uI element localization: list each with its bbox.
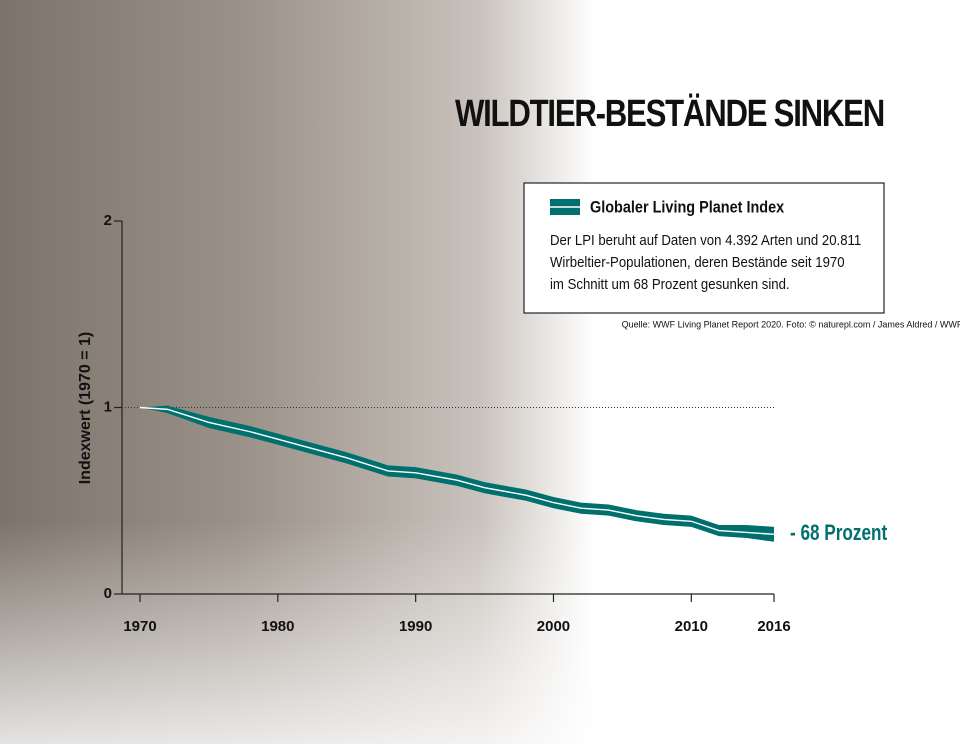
annotation: - 68 Prozent — [790, 521, 888, 546]
y-tick-label: 2 — [104, 212, 112, 229]
legend-description: Der LPI beruht auf Daten von 4.392 Arten… — [550, 231, 861, 248]
legend-description: Wirbeltier-Populationen, deren Bestände … — [550, 253, 845, 270]
source: Quelle: WWF Living Planet Report 2020. F… — [622, 319, 960, 329]
confidence-band — [140, 405, 774, 542]
x-tick-label: 2010 — [675, 618, 708, 635]
y-tick-label: 0 — [104, 585, 112, 602]
legend-box — [523, 182, 885, 314]
x-tick-label: 2000 — [537, 618, 570, 635]
x-tick-label: 1980 — [261, 618, 294, 635]
y-tick-label: 1 — [104, 398, 112, 415]
x-tick-label: 1990 — [399, 618, 432, 635]
x-tick-label: 1970 — [123, 618, 156, 635]
index-line — [139, 406, 775, 536]
legend-label: Globaler Living Planet Index — [590, 198, 784, 216]
x-tick-label: 2016 — [757, 618, 790, 635]
y-axis-label: Indexwert (1970 = 1) — [77, 332, 94, 485]
chart-title: WILDTIER-BESTÄNDE SINKEN — [455, 93, 884, 135]
legend-description: im Schnitt um 68 Prozent gesunken sind. — [550, 275, 790, 292]
